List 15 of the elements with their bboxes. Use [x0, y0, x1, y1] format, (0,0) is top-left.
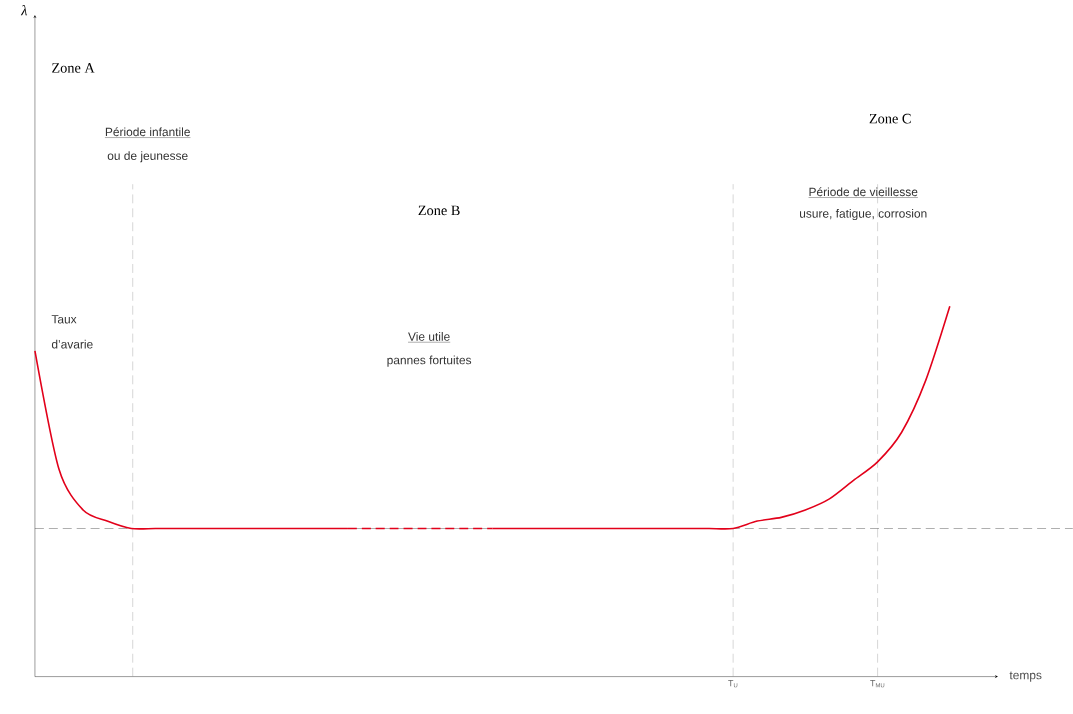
text: Période de vieillesse: [809, 187, 918, 197]
text: ou de jeunesse: [107, 151, 188, 163]
x-tick-label: T$_{MU}$: [870, 680, 885, 688]
x-axis-title: temps: [1009, 671, 1042, 682]
text: Zone C: [869, 114, 911, 124]
text: Zone A: [52, 63, 95, 73]
text: Période infantile: [105, 127, 190, 137]
annotation: d’avarie: [51, 339, 93, 349]
annotation: Vie utile: [408, 332, 450, 342]
x-tick-label: T$_{U}$: [728, 680, 738, 688]
text: Zone B: [418, 205, 460, 216]
text: λ: [20, 5, 28, 16]
annotation: pannes fortuites: [387, 355, 472, 367]
text: usure, fatigue, corrosion: [800, 209, 927, 221]
annotation: Taux: [51, 315, 77, 324]
